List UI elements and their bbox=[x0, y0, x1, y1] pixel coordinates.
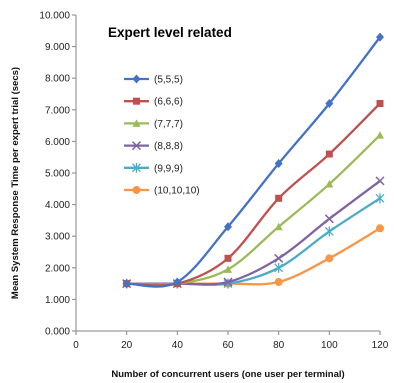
data-point bbox=[325, 150, 333, 158]
legend-item: (10,10,10) bbox=[124, 186, 200, 197]
legend-label: (5,5,5) bbox=[154, 75, 183, 86]
data-point bbox=[223, 277, 233, 287]
data-point bbox=[275, 194, 283, 202]
data-point bbox=[324, 226, 334, 237]
marker-stroke bbox=[274, 253, 284, 263]
y-tick-label: 6.000 bbox=[45, 137, 70, 148]
x-tick-label: 40 bbox=[172, 340, 184, 351]
data-point bbox=[325, 254, 334, 263]
data-point bbox=[325, 98, 334, 108]
y-axis-title: Mean System Response Time per expert tri… bbox=[10, 67, 21, 299]
data-point bbox=[274, 159, 283, 169]
data-point bbox=[376, 32, 384, 42]
data-point bbox=[376, 224, 384, 233]
legend-marker bbox=[132, 74, 141, 84]
x-axis: 0 20 40 60 80 100 120 bbox=[73, 330, 389, 351]
y-tick-label: 1.000 bbox=[45, 295, 70, 306]
legend-label: (7,7,7) bbox=[154, 119, 183, 130]
data-point bbox=[274, 262, 284, 273]
x-axis-title: Number of concurrent users (one user per… bbox=[111, 369, 344, 380]
data-point bbox=[324, 214, 334, 224]
legend-label: (8,8,8) bbox=[154, 141, 183, 152]
legend: (5,5,5) (6,6,6) (7,7,7) (8,8,8) (9,9,9) (10,1… bbox=[124, 74, 200, 197]
data-point bbox=[224, 254, 232, 262]
legend-item: (9,9,9) bbox=[124, 162, 183, 174]
legend-label: (6,6,6) bbox=[154, 97, 183, 108]
legend-item: (5,5,5) bbox=[124, 74, 183, 86]
y-axis: 0.000 1.000 2.000 3.000 4.000 5.000 6.000 7.000… bbox=[39, 11, 77, 338]
data-point bbox=[224, 222, 232, 232]
legend-marker bbox=[133, 97, 140, 105]
data-point bbox=[274, 222, 283, 231]
marker-stroke bbox=[324, 214, 334, 224]
x-tick-label: 20 bbox=[121, 340, 133, 351]
data-point bbox=[376, 99, 384, 107]
y-tick-label: 0.000 bbox=[45, 327, 70, 338]
y-tick-label: 7.000 bbox=[45, 105, 70, 116]
legend-item: (7,7,7) bbox=[124, 119, 183, 130]
data-point bbox=[376, 131, 384, 139]
x-tick-label: 80 bbox=[273, 340, 285, 351]
x-tick-label: 100 bbox=[321, 340, 338, 351]
legend-label: (9,9,9) bbox=[154, 163, 183, 174]
marker-stroke bbox=[223, 277, 233, 287]
legend-marker bbox=[132, 162, 141, 173]
series-7-7-7 bbox=[122, 131, 384, 288]
data-point bbox=[375, 193, 385, 204]
data-point bbox=[274, 253, 284, 263]
series-5-5-5 bbox=[122, 32, 384, 289]
legend-marker bbox=[132, 119, 141, 127]
data-point bbox=[122, 279, 131, 289]
series-line bbox=[126, 227, 381, 286]
x-tick-label: 120 bbox=[372, 340, 389, 351]
marker-stroke bbox=[375, 176, 385, 186]
plot-area bbox=[122, 32, 385, 289]
data-point bbox=[375, 176, 385, 186]
marker-stroke bbox=[131, 141, 142, 151]
data-point bbox=[173, 277, 182, 287]
y-tick-label: 2.000 bbox=[45, 263, 70, 274]
legend-item: (8,8,8) bbox=[124, 141, 183, 152]
data-point bbox=[325, 180, 334, 188]
legend-marker bbox=[132, 186, 141, 194]
data-point bbox=[224, 265, 232, 273]
y-tick-label: 4.000 bbox=[45, 200, 70, 211]
y-tick-label: 8.000 bbox=[45, 74, 70, 85]
y-tick-label: 10.000 bbox=[39, 11, 70, 22]
y-tick-label: 9.000 bbox=[45, 42, 70, 53]
y-tick-label: 3.000 bbox=[45, 232, 70, 243]
chart-title: Expert level related bbox=[108, 25, 232, 40]
y-tick-label: 5.000 bbox=[45, 169, 70, 180]
x-tick-label: 60 bbox=[222, 340, 234, 351]
data-point bbox=[274, 278, 283, 287]
legend-item: (6,6,6) bbox=[124, 97, 183, 108]
legend-label: (10,10,10) bbox=[154, 186, 200, 197]
x-tick-label: 0 bbox=[73, 340, 79, 351]
legend-marker bbox=[131, 141, 142, 151]
